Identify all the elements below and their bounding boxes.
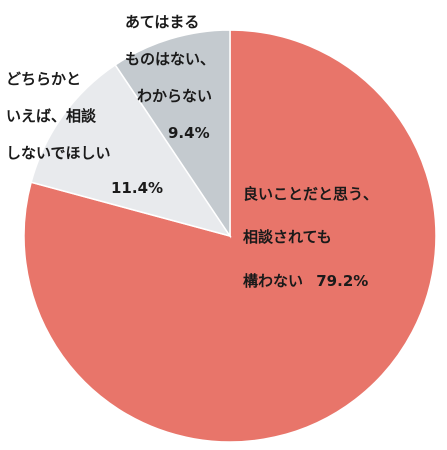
pie-slice-1 — [30, 63, 232, 238]
slice-0-label-line-2: 相談されても — [243, 228, 332, 246]
pie-slice-2 — [114, 29, 231, 239]
svg-text:構わない 79.2%: 構わない 79.2% — [243, 272, 368, 290]
slice-1-label-line-3: しないでほしい — [6, 144, 111, 162]
slice-label-1: どちらかと いえば、相談 しないでほしい 11.4% — [6, 70, 163, 197]
pie-slices — [23, 29, 437, 443]
slice-1-label-line-2: いえば、相談 — [6, 107, 97, 125]
slice-0-percent: 79.2% — [316, 272, 368, 290]
slice-2-percent: 9.4% — [168, 124, 210, 142]
slice-2-label-line-3: わからない — [137, 87, 212, 105]
slice-label-0: 良いことだと思う、 相談されても 構わない 79.2% — [243, 185, 378, 290]
slice-1-percent: 11.4% — [111, 179, 163, 197]
slice-0-label-line-1: 良いことだと思う、 — [243, 185, 378, 203]
slice-2-label-line-1: あてはまる — [125, 13, 199, 31]
slice-0-label-line-3: 構わない — [243, 272, 303, 290]
slice-1-label-line-1: どちらかと — [6, 70, 81, 88]
slice-2-label-line-2: ものはない、 — [125, 50, 215, 68]
slice-label-2: あてはまる ものはない、 わからない 9.4% — [125, 13, 215, 142]
